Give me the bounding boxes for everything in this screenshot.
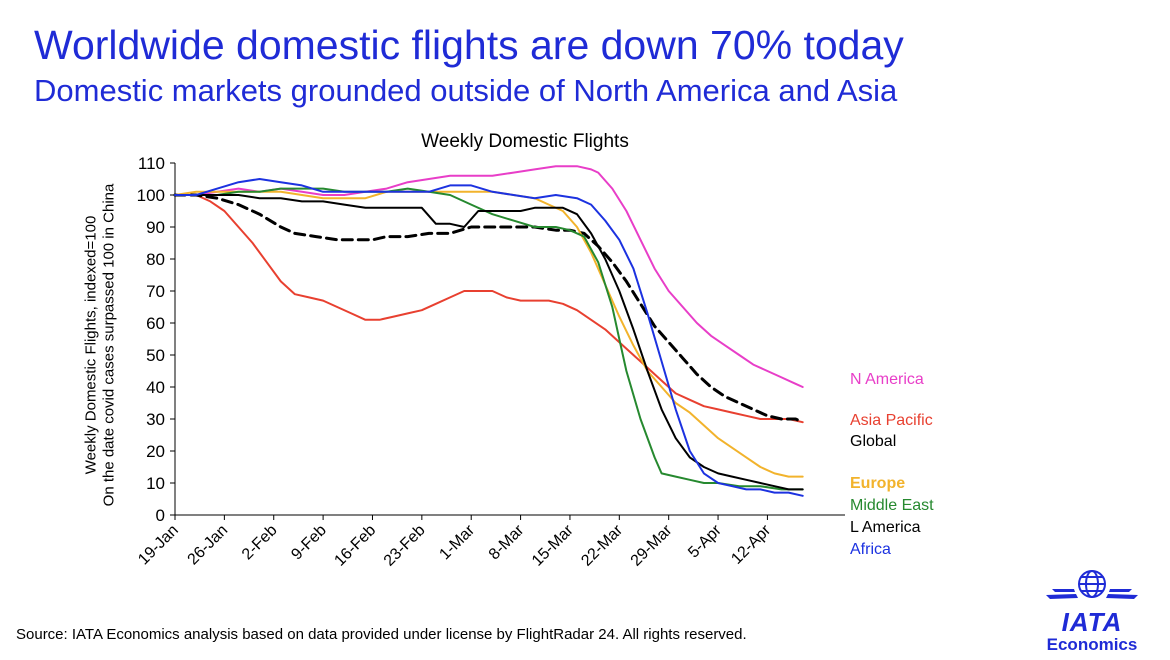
y-tick-label: 50 — [146, 346, 165, 365]
series-line-l-america — [174, 194, 804, 491]
source-note: Source: IATA Economics analysis based on… — [16, 626, 747, 643]
series-line-europe — [174, 190, 804, 478]
iata-logo: IATA Economics — [1040, 568, 1144, 654]
series-line-n-america — [174, 165, 804, 388]
y-tick-label: 100 — [137, 186, 165, 205]
series-line-global — [173, 193, 805, 424]
series-label-asia-pacific: Asia Pacific — [850, 412, 933, 429]
series-line-asia-pacific — [174, 194, 804, 424]
y-tick-label: 10 — [146, 474, 165, 493]
chart-title: Weekly Domestic Flights — [421, 131, 629, 152]
series-label-middle-east: Middle East — [850, 497, 934, 514]
headline: Worldwide domestic flights are down 70% … — [34, 22, 904, 68]
x-tick-label: 5-Apr — [685, 521, 725, 561]
y-tick-label: 110 — [138, 154, 165, 173]
series-label-global: Global — [850, 433, 896, 450]
x-tick-label: 9-Feb — [288, 522, 330, 564]
y-tick-label: 60 — [146, 314, 165, 333]
logo-wordmark: IATA — [1061, 607, 1123, 637]
x-tick-label: 22-Mar — [578, 521, 626, 569]
x-tick-label: 19-Jan — [135, 522, 182, 569]
y-tick-label: 90 — [146, 218, 165, 237]
y-tick-label: 80 — [146, 250, 165, 269]
series-line-africa — [174, 178, 804, 497]
y-tick-label: 30 — [146, 410, 165, 429]
series-label-europe: Europe — [850, 475, 905, 492]
series-line-middle-east — [174, 187, 804, 491]
globe-wings-icon — [1046, 570, 1138, 599]
series-label-l-america: L America — [850, 519, 921, 536]
x-tick-label: 29-Mar — [628, 521, 676, 569]
y-tick-label: 70 — [146, 282, 165, 301]
series-label-n-america: N America — [850, 371, 924, 388]
x-tick-label: 1-Mar — [436, 521, 478, 563]
series-label-africa: Africa — [850, 541, 891, 558]
x-tick-label: 15-Mar — [529, 521, 577, 569]
x-tick-label: 8-Mar — [486, 521, 528, 563]
x-tick-label: 12-Apr — [728, 521, 774, 567]
x-tick-label: 16-Feb — [331, 522, 379, 570]
x-tick-label: 26-Jan — [185, 522, 232, 569]
y-tick-label: 0 — [156, 506, 165, 525]
logo-subtitle: Economics — [1046, 635, 1138, 654]
y-tick-label: 20 — [146, 442, 165, 461]
x-tick-label: 2-Feb — [239, 522, 281, 564]
y-tick-label: 40 — [146, 378, 165, 397]
subheadline: Domestic markets grounded outside of Nor… — [34, 73, 898, 108]
x-tick-label: 23-Feb — [381, 522, 429, 570]
